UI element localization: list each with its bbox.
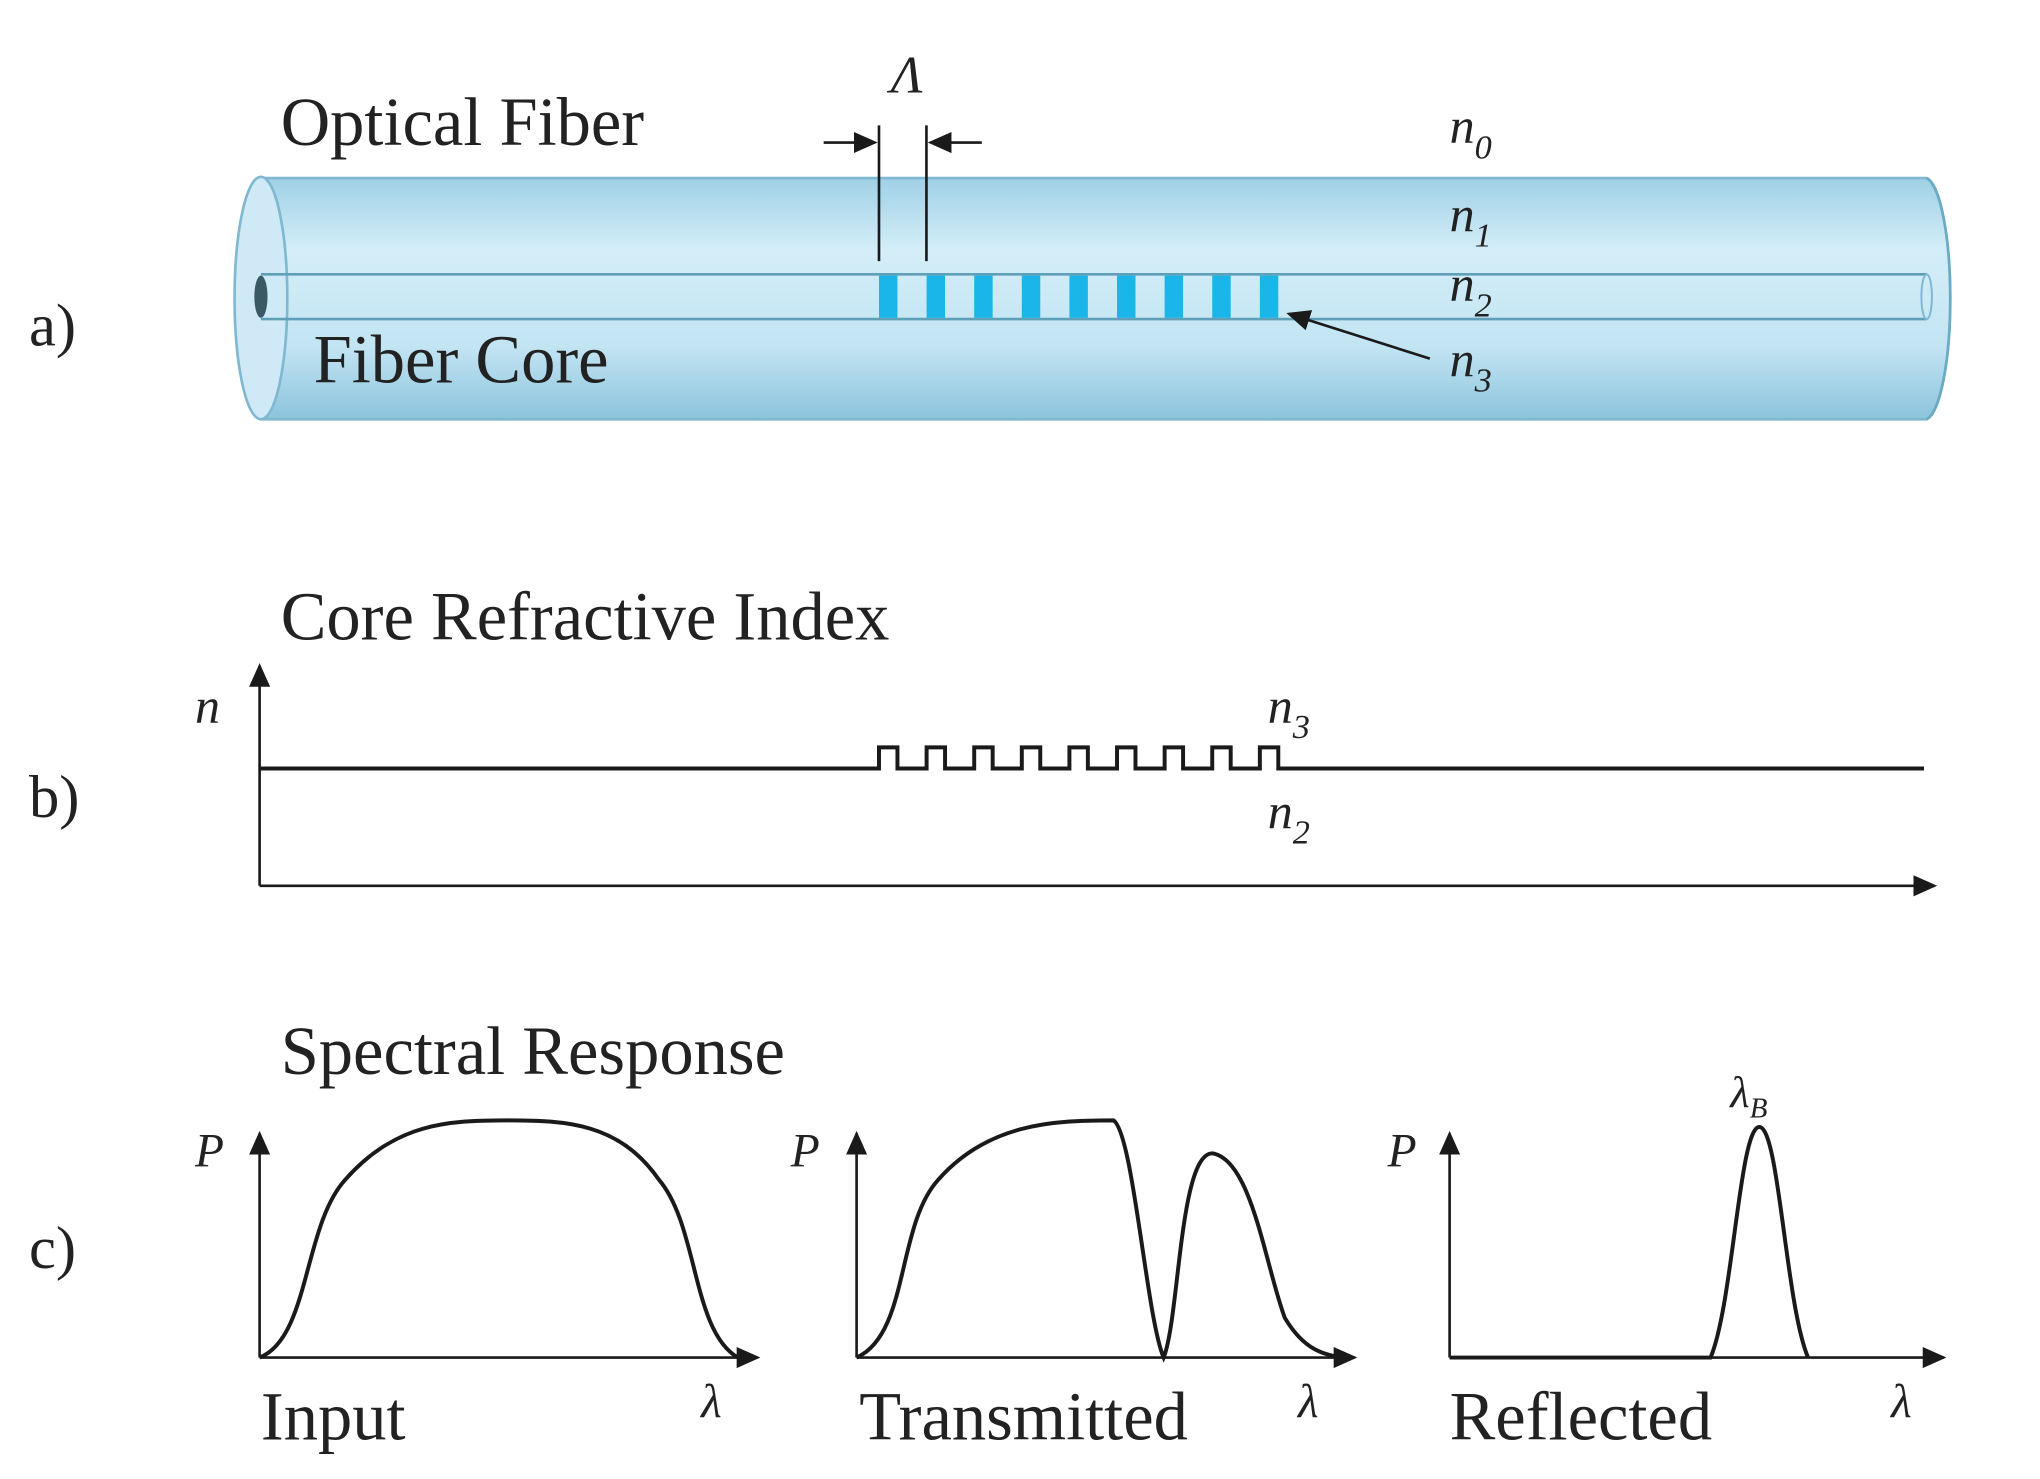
input-curve — [258, 1118, 740, 1360]
input-x-label: λ — [699, 1376, 722, 1428]
input-y-label: P — [194, 1125, 224, 1177]
grating-bar — [1069, 275, 1088, 318]
fiber-label: Optical Fiber — [281, 84, 645, 160]
bragg-wavelength-sub: B — [1750, 1093, 1768, 1125]
input-spectrum-plot: P λ Input — [194, 1118, 761, 1454]
svg-text:n3: n3 — [1268, 677, 1310, 746]
reflected-y-label: P — [1387, 1125, 1417, 1177]
bragg-grating — [878, 275, 1279, 318]
n2-level-sub: 2 — [1293, 814, 1310, 852]
grating-bar — [1021, 275, 1041, 318]
n2-label: n — [1450, 256, 1475, 312]
svg-text:n2: n2 — [1268, 783, 1310, 852]
fiber-core — [254, 272, 1933, 321]
n3-sub: 3 — [1474, 362, 1492, 400]
n2-level-label: n — [1268, 783, 1293, 839]
bragg-wavelength-label: λ — [1728, 1067, 1749, 1117]
panel-c-title: Spectral Response — [281, 1013, 785, 1089]
grating-bar — [1259, 275, 1279, 318]
reflected-label: Reflected — [1450, 1378, 1713, 1454]
n0-sub: 0 — [1475, 128, 1492, 166]
transmitted-label: Transmitted — [859, 1378, 1188, 1454]
panel-b-title: Core Refractive Index — [281, 578, 890, 654]
y-axis-label: n — [195, 677, 220, 733]
panel-b: b) Core Refractive Index n n3 n2 — [29, 578, 1938, 897]
grating-bar — [1212, 275, 1231, 318]
input-label: Input — [261, 1378, 406, 1454]
n3-level-label: n — [1268, 677, 1293, 733]
optical-fiber-cylinder — [233, 175, 1952, 421]
n3-pointer-arrow-icon — [1286, 310, 1431, 360]
svg-text:n3: n3 — [1450, 331, 1492, 400]
refractive-index-profile — [259, 745, 1925, 771]
transmitted-y-label: P — [790, 1125, 820, 1177]
n1-label: n — [1450, 186, 1475, 242]
svg-text:λB: λB — [1728, 1067, 1767, 1125]
reflected-spectrum-plot: P λ Reflected λB — [1387, 1067, 1947, 1454]
core-label: Fiber Core — [314, 321, 609, 397]
grating-bar — [1117, 275, 1136, 318]
n2-sub: 2 — [1475, 286, 1492, 324]
grating-bar — [878, 275, 898, 318]
panel-a: a) Λ Optical Fiber Fiber Core n0 n1 n2 n… — [29, 46, 1952, 421]
svg-text:n1: n1 — [1450, 186, 1492, 255]
n3-label: n — [1450, 331, 1475, 387]
reflected-curve — [1449, 1124, 1810, 1360]
period-indicator: Λ — [823, 46, 982, 262]
panel-c: c) Spectral Response P λ Input P λ Trans… — [29, 1013, 1947, 1454]
index-labels: n0 n1 n2 n3 — [1286, 98, 1492, 400]
grating-bar — [926, 275, 946, 318]
n1-sub: 1 — [1475, 217, 1492, 255]
svg-text:n0: n0 — [1450, 98, 1492, 167]
n0-label: n — [1450, 98, 1475, 154]
panel-a-marker: a) — [29, 292, 76, 359]
period-label: Λ — [886, 46, 923, 104]
panel-c-marker: c) — [29, 1215, 76, 1282]
grating-bar — [974, 275, 993, 318]
reflected-x-label: λ — [1889, 1376, 1912, 1428]
grating-bar — [1164, 275, 1184, 318]
transmitted-x-label: λ — [1296, 1376, 1319, 1428]
panel-b-marker: b) — [29, 764, 80, 831]
transmitted-spectrum-plot: P λ Transmitted — [790, 1118, 1358, 1454]
n3-level-sub: 3 — [1292, 708, 1310, 746]
transmitted-curve — [855, 1118, 1345, 1363]
svg-text:n2: n2 — [1450, 256, 1492, 325]
